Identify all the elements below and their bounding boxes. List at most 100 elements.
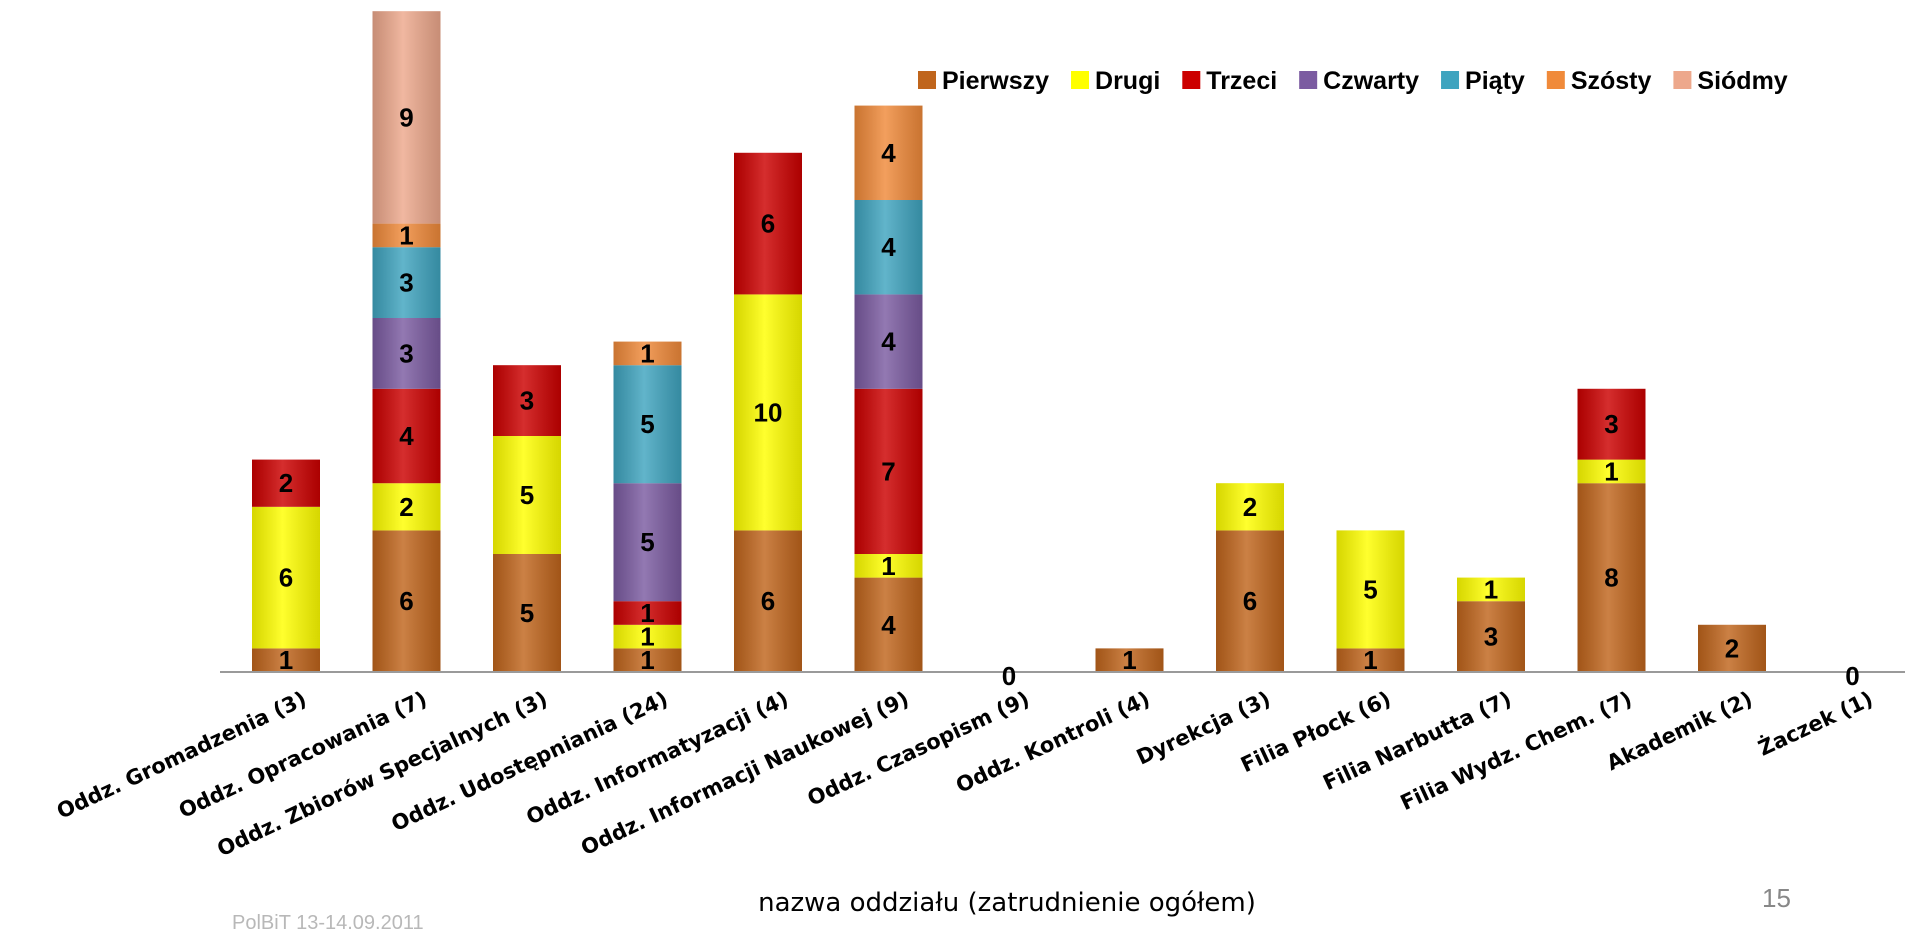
legend-swatch-drugi [1071,71,1090,89]
value-label-piąty-2: 3 [399,268,413,298]
value-label-drugi-2: 2 [399,492,413,522]
value-label-drugi-6: 1 [881,551,895,581]
category-label-12: Filia Wydz. Chem. (7) [1397,687,1636,815]
value-label-czwarty-4: 5 [640,527,654,557]
value-label-siódmy-2: 9 [399,102,413,132]
bar-shading [493,554,561,672]
value-label-szósty-6: 4 [881,138,896,168]
category-label-7: Oddz. Czasopism (9) [804,687,1033,811]
value-label-czwarty-2: 3 [399,338,413,368]
value-label-drugi-10: 5 [1363,574,1377,604]
value-label-pierwszy-9: 6 [1243,586,1257,616]
bar-shading [1336,530,1405,649]
legend-swatch-piąty [1441,71,1460,89]
legend-swatch-szósty [1546,71,1565,89]
bar-shading [1577,388,1646,460]
category-label-8: Oddz. Kontroli (4) [952,687,1153,798]
bar-shading [1577,483,1646,672]
bar-shading [372,223,441,248]
value-label-trzeci-5: 6 [761,209,775,239]
value-label-pierwszy-13: 2 [1725,633,1739,663]
value-label-czwarty-6: 4 [881,327,896,357]
bar-shading [372,530,441,672]
value-label-trzeci-4: 1 [640,598,654,628]
bar-shading [613,624,682,649]
legend-label-szósty: Szósty [1571,67,1652,95]
bar-shading [613,341,682,366]
value-label-pierwszy-4: 1 [640,645,654,675]
bar-shading [1095,648,1164,672]
bar-shading [613,365,682,484]
bar-shading [854,577,923,672]
bar-shading [372,483,441,531]
bar-shading [854,105,923,200]
value-label-drugi-9: 2 [1243,492,1257,522]
legend-label-trzeci: Trzeci [1206,67,1277,95]
bar-shading [854,388,923,554]
bar-shading [372,388,441,484]
value-label-trzeci-12: 3 [1604,409,1618,439]
bar-shading [1577,459,1646,484]
bar-shading [734,530,802,672]
bar-shading [1216,530,1284,672]
bar-shading [613,601,682,625]
bar-shading [854,554,923,578]
value-label-trzeci-1: 2 [279,468,293,498]
value-label-drugi-3: 5 [520,480,534,510]
bar-shading [613,483,682,602]
footer-note: PolBiT 13-14.09.2011 [232,912,424,934]
legend-swatch-siódmy [1673,71,1692,89]
bar-shading [854,294,923,389]
bar-shading [372,247,441,318]
legend-label-piąty: Piąty [1465,67,1525,95]
legend-label-czwarty: Czwarty [1323,67,1419,95]
x-axis-label: nazwa oddziału (zatrudnienie ogółem) [758,888,1256,918]
bar-shading [252,648,320,672]
bar-shading [493,365,561,436]
legend-swatch-czwarty [1299,71,1318,89]
bars-layer [252,11,1766,672]
value-label-drugi-11: 1 [1484,574,1498,604]
value-label-trzeci-2: 4 [399,421,414,451]
legend-label-pierwszy: Pierwszy [942,67,1049,95]
value-label-piąty-4: 5 [640,409,654,439]
legend-label-siódmy: Siódmy [1697,67,1787,95]
zero-value-label-14: 0 [1845,661,1859,691]
bar-shading [372,318,441,389]
bar-shading [854,200,923,295]
value-label-drugi-12: 1 [1604,456,1618,486]
bar-shading [252,506,320,649]
value-label-drugi-5: 10 [754,397,783,427]
page-number: 15 [1762,883,1791,913]
value-label-pierwszy-11: 3 [1484,622,1498,652]
legend-swatch-pierwszy [918,71,936,89]
bar-shading [1698,624,1766,672]
value-label-szósty-2: 1 [399,220,413,250]
bar-shading [493,436,561,554]
bar-shading [734,152,802,295]
bar-shading [1336,648,1405,672]
value-label-szósty-4: 1 [640,338,654,368]
value-label-piąty-6: 4 [881,232,896,262]
bar-shading [1457,601,1525,672]
value-label-pierwszy-8: 1 [1122,645,1136,675]
bar-shading [1457,577,1525,602]
value-label-trzeci-6: 7 [881,456,895,486]
bar-shading [613,648,682,672]
value-label-drugi-4: 1 [640,622,654,652]
value-label-drugi-1: 6 [279,563,293,593]
zero-value-label-7: 0 [1002,661,1016,691]
category-labels-layer: Oddz. Gromadzenia (3)Oddz. Opracowania (… [53,686,1877,861]
bar-shading [1216,483,1284,531]
bar-shading [252,459,320,507]
legend-label-drugi: Drugi [1095,67,1160,95]
value-label-pierwszy-6: 4 [881,610,896,640]
bar-shading [734,294,802,531]
value-label-pierwszy-2: 6 [399,586,413,616]
value-label-pierwszy-3: 5 [520,598,534,628]
value-label-pierwszy-10: 1 [1363,645,1377,675]
value-label-pierwszy-5: 6 [761,586,775,616]
value-label-pierwszy-12: 8 [1604,563,1618,593]
